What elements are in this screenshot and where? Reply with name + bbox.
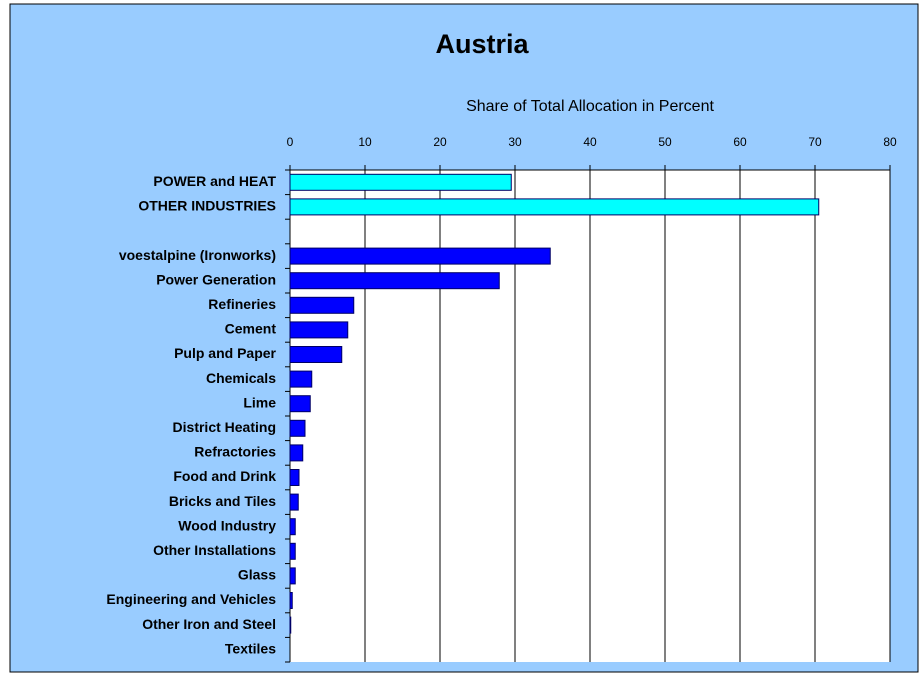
chart-title: Austria <box>435 29 529 59</box>
x-tick-label: 30 <box>508 135 522 149</box>
x-tick-label: 0 <box>287 135 294 149</box>
y-tick-label: Glass <box>238 567 276 583</box>
y-tick-label: Other Iron and Steel <box>142 616 276 632</box>
x-tick-label: 50 <box>658 135 672 149</box>
chart-subtitle: Share of Total Allocation in Percent <box>466 98 714 115</box>
x-tick-label: 40 <box>583 135 597 149</box>
bar <box>289 321 349 339</box>
bar <box>289 370 313 388</box>
y-tick-label: Refractories <box>194 444 276 460</box>
bar <box>289 493 299 511</box>
x-tick-label: 80 <box>883 135 897 149</box>
bar <box>289 173 512 191</box>
x-tick-label: 20 <box>433 135 447 149</box>
x-tick-label: 10 <box>358 135 372 149</box>
bar <box>289 542 296 560</box>
y-tick-label: voestalpine (Ironworks) <box>119 247 276 263</box>
bar <box>289 346 343 363</box>
bar <box>289 518 296 536</box>
y-tick-label: Power Generation <box>156 271 276 287</box>
bar <box>289 419 306 437</box>
y-tick-label: Cement <box>225 321 277 337</box>
x-tick-label: 70 <box>808 135 822 149</box>
bar <box>289 469 300 486</box>
bar <box>289 198 820 216</box>
y-tick-label: Wood Industry <box>178 517 276 533</box>
y-tick-label: District Heating <box>173 419 276 435</box>
y-tick-label: Other Installations <box>153 542 276 558</box>
bar <box>289 567 296 585</box>
y-tick-label: Engineering and Vehicles <box>106 591 276 607</box>
x-tick-label: 60 <box>733 135 747 149</box>
bar <box>289 592 293 609</box>
y-tick-label: POWER and HEAT <box>153 173 276 189</box>
y-tick-label: Textiles <box>225 640 276 656</box>
y-tick-label: Food and Drink <box>173 468 276 484</box>
y-tick-label: OTHER INDUSTRIES <box>138 198 276 214</box>
y-tick-label: Pulp and Paper <box>174 345 276 361</box>
y-tick-label: Bricks and Tiles <box>169 493 276 509</box>
bar <box>289 395 311 413</box>
y-tick-label: Lime <box>243 394 276 410</box>
bar <box>289 247 551 265</box>
y-tick-label: Refineries <box>208 296 276 312</box>
y-tick-label: Chemicals <box>206 370 276 386</box>
bar <box>289 296 355 314</box>
bar <box>289 616 292 634</box>
bar <box>289 444 304 462</box>
bar <box>289 272 500 290</box>
